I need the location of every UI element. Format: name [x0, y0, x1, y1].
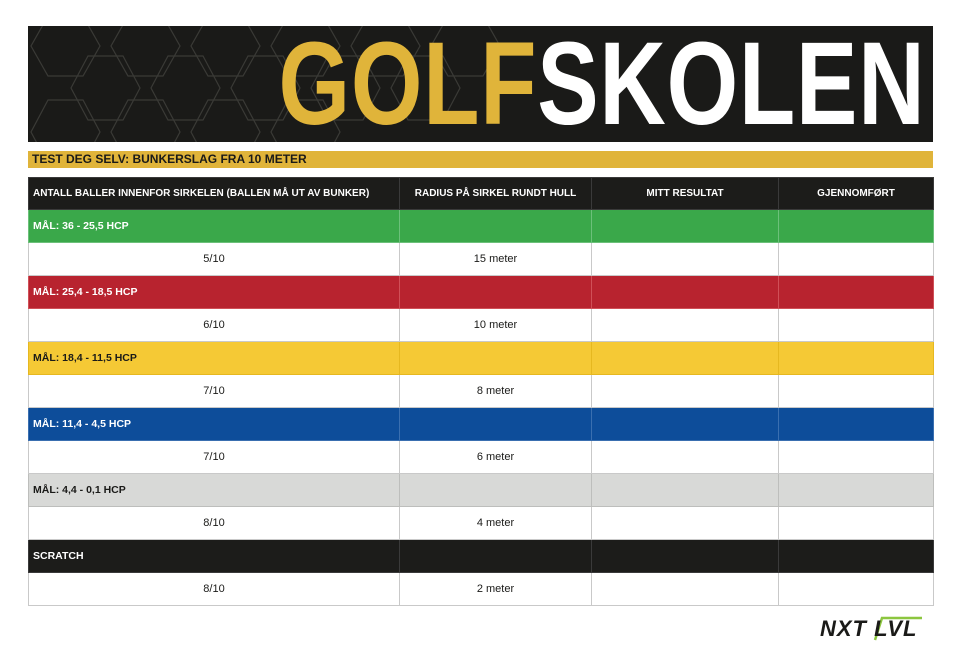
level-label: SCRATCH	[28, 539, 400, 573]
column-header: GJENNOMFØRT	[778, 177, 934, 210]
level-cell	[778, 539, 934, 573]
golfskolen-logo: GOLFSKOLEN	[278, 26, 925, 142]
column-header: MITT RESULTAT	[591, 177, 779, 210]
level-cell	[399, 209, 592, 243]
column-header: RADIUS PÅ SIRKEL RUNDT HULL	[399, 177, 592, 210]
radius-cell: 2 meter	[399, 572, 592, 606]
results-table: ANTALL BALLER INNENFOR SIRKELEN (BALLEN …	[28, 177, 934, 606]
level-cell	[399, 275, 592, 309]
completed-cell[interactable]	[778, 572, 934, 606]
table-row: 8/10 2 meter	[28, 572, 934, 606]
table-header-row: ANTALL BALLER INNENFOR SIRKELEN (BALLEN …	[28, 177, 934, 210]
level-cell	[778, 209, 934, 243]
level-label: MÅL: 25,4 - 18,5 HCP	[28, 275, 400, 309]
radius-cell: 8 meter	[399, 374, 592, 408]
result-cell[interactable]	[591, 440, 779, 474]
level-cell	[591, 275, 779, 309]
column-header: ANTALL BALLER INNENFOR SIRKELEN (BALLEN …	[28, 177, 400, 210]
balls-cell: 5/10	[28, 242, 400, 276]
level-cell	[399, 539, 592, 573]
result-cell[interactable]	[591, 374, 779, 408]
completed-cell[interactable]	[778, 506, 934, 540]
level-cell	[591, 539, 779, 573]
level-label: MÅL: 11,4 - 4,5 HCP	[28, 407, 400, 441]
level-cell	[591, 407, 779, 441]
result-cell[interactable]	[591, 242, 779, 276]
completed-cell[interactable]	[778, 242, 934, 276]
level-label: MÅL: 36 - 25,5 HCP	[28, 209, 400, 243]
level-cell	[591, 341, 779, 375]
completed-cell[interactable]	[778, 440, 934, 474]
logo-golf-text: GOLF	[278, 26, 537, 142]
balls-cell: 7/10	[28, 440, 400, 474]
nxt-lvl-logo: NXT LVL	[820, 614, 930, 644]
level-row: SCRATCH	[28, 539, 934, 573]
balls-cell: 6/10	[28, 308, 400, 342]
level-cell	[778, 341, 934, 375]
level-cell	[778, 275, 934, 309]
level-row: MÅL: 4,4 - 0,1 HCP	[28, 473, 934, 507]
header-banner: GOLFSKOLEN	[28, 26, 933, 142]
brand-text: NXT LVL	[820, 616, 918, 641]
logo-skolen-text: SKOLEN	[536, 26, 925, 142]
radius-cell: 6 meter	[399, 440, 592, 474]
level-row: MÅL: 11,4 - 4,5 HCP	[28, 407, 934, 441]
level-cell	[399, 341, 592, 375]
result-cell[interactable]	[591, 308, 779, 342]
level-row: MÅL: 25,4 - 18,5 HCP	[28, 275, 934, 309]
level-row: MÅL: 36 - 25,5 HCP	[28, 209, 934, 243]
completed-cell[interactable]	[778, 308, 934, 342]
table-row: 7/10 6 meter	[28, 440, 934, 474]
level-cell	[778, 473, 934, 507]
subtitle-bar: TEST DEG SELV: BUNKERSLAG FRA 10 METER	[28, 151, 933, 168]
table-row: 8/10 4 meter	[28, 506, 934, 540]
level-label: MÅL: 4,4 - 0,1 HCP	[28, 473, 400, 507]
completed-cell[interactable]	[778, 374, 934, 408]
table-row: 7/10 8 meter	[28, 374, 934, 408]
radius-cell: 4 meter	[399, 506, 592, 540]
result-cell[interactable]	[591, 572, 779, 606]
balls-cell: 7/10	[28, 374, 400, 408]
table-row: 6/10 10 meter	[28, 308, 934, 342]
radius-cell: 10 meter	[399, 308, 592, 342]
level-cell	[778, 407, 934, 441]
logo-accent-icon	[873, 616, 922, 641]
level-cell	[591, 209, 779, 243]
result-cell[interactable]	[591, 506, 779, 540]
balls-cell: 8/10	[28, 506, 400, 540]
radius-cell: 15 meter	[399, 242, 592, 276]
balls-cell: 8/10	[28, 572, 400, 606]
level-cell	[399, 473, 592, 507]
level-row: MÅL: 18,4 - 11,5 HCP	[28, 341, 934, 375]
level-cell	[591, 473, 779, 507]
level-label: MÅL: 18,4 - 11,5 HCP	[28, 341, 400, 375]
table-row: 5/10 15 meter	[28, 242, 934, 276]
page-subtitle: TEST DEG SELV: BUNKERSLAG FRA 10 METER	[32, 152, 307, 166]
level-cell	[399, 407, 592, 441]
hexagon-pattern	[30, 26, 501, 142]
